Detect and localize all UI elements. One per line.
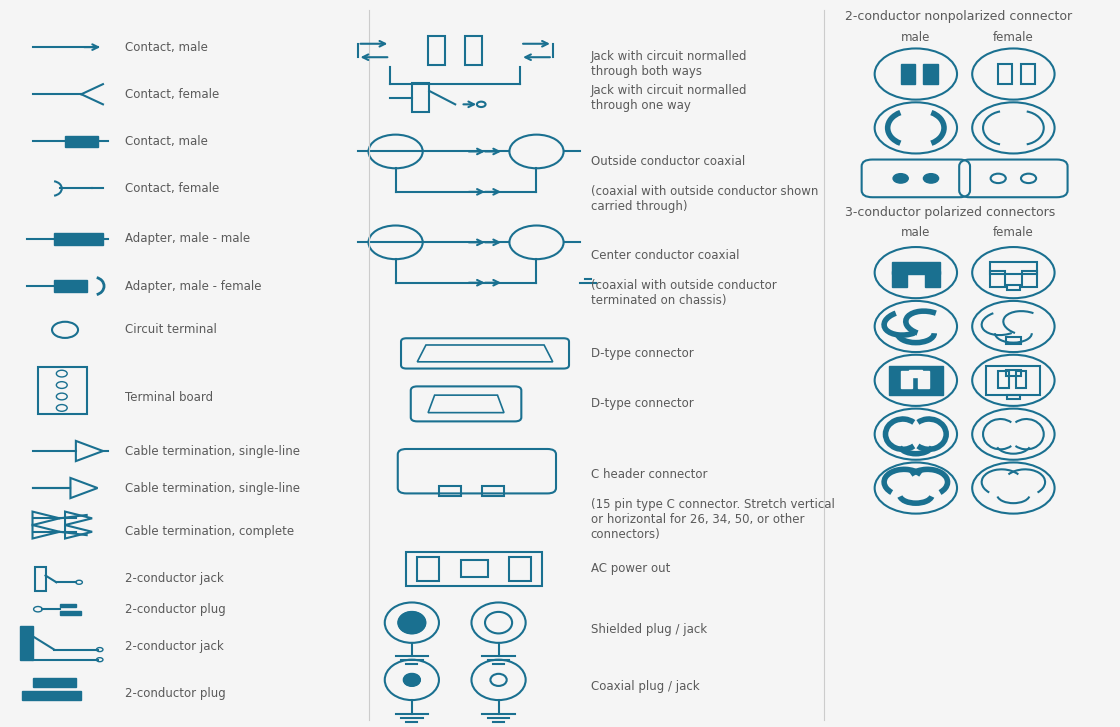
Text: 2-conductor jack: 2-conductor jack	[124, 572, 223, 585]
Bar	[439, 486, 460, 496]
Bar	[460, 560, 487, 577]
Text: 2-conductor plug: 2-conductor plug	[124, 603, 225, 616]
Bar	[19, 626, 32, 659]
Bar	[892, 271, 907, 287]
Ellipse shape	[403, 674, 420, 686]
Bar	[990, 271, 1005, 287]
Text: D-type connector: D-type connector	[590, 398, 693, 410]
Text: Center conductor coaxial

(coaxial with outside conductor
terminated on chassis): Center conductor coaxial (coaxial with o…	[590, 249, 776, 307]
Ellipse shape	[399, 612, 426, 633]
Bar	[54, 233, 103, 245]
Bar	[59, 611, 82, 614]
Bar	[38, 367, 86, 414]
Text: Cable termination, single-line: Cable termination, single-line	[124, 481, 300, 494]
Bar	[1006, 370, 1021, 376]
Text: 2-conductor jack: 2-conductor jack	[124, 640, 223, 653]
Bar	[987, 366, 1040, 395]
Text: Adapter, male - female: Adapter, male - female	[124, 280, 261, 292]
Text: 3-conductor polarized connectors: 3-conductor polarized connectors	[846, 206, 1056, 219]
Circle shape	[923, 174, 939, 183]
Text: Contact, female: Contact, female	[124, 182, 218, 195]
Text: Adapter, male - male: Adapter, male - male	[124, 233, 250, 246]
Text: 2-conductor nonpolarized connector: 2-conductor nonpolarized connector	[846, 10, 1073, 23]
Text: Circuit terminal: Circuit terminal	[124, 324, 216, 337]
Bar	[65, 136, 97, 147]
Text: Cable termination, complete: Cable termination, complete	[124, 526, 293, 538]
Bar	[32, 678, 76, 686]
Text: Contact, male: Contact, male	[124, 135, 207, 148]
Bar	[59, 604, 76, 607]
Bar	[54, 280, 86, 292]
Bar	[998, 371, 1009, 388]
Text: AC power out: AC power out	[590, 562, 670, 575]
Bar	[465, 36, 483, 65]
Text: Contact, female: Contact, female	[124, 88, 218, 101]
Text: male: male	[902, 31, 931, 44]
Bar	[407, 552, 542, 586]
Bar	[21, 691, 82, 700]
Bar	[1023, 271, 1037, 287]
Bar	[510, 557, 531, 581]
Text: Terminal board: Terminal board	[124, 390, 213, 403]
Text: Cable termination, single-line: Cable termination, single-line	[124, 444, 300, 457]
Bar	[412, 83, 429, 113]
Text: Jack with circuit normalled
through both ways: Jack with circuit normalled through both…	[590, 50, 747, 79]
Bar	[900, 64, 915, 84]
Text: female: female	[993, 31, 1034, 44]
Text: C header connector

(15 pin type C connector. Stretch vertical
or horizontal for: C header connector (15 pin type C connec…	[590, 468, 834, 541]
Bar	[35, 568, 46, 591]
Bar	[924, 271, 940, 287]
Bar	[923, 64, 937, 84]
Text: Shielded plug / jack: Shielded plug / jack	[590, 623, 707, 636]
Text: Contact, male: Contact, male	[124, 41, 207, 54]
Text: 2-conductor plug: 2-conductor plug	[124, 687, 225, 700]
Bar	[918, 371, 928, 388]
Bar	[892, 262, 940, 274]
Text: Jack with circuit normalled
through one way: Jack with circuit normalled through one …	[590, 84, 747, 112]
Text: Outside conductor coaxial

(coaxial with outside conductor shown
carried through: Outside conductor coaxial (coaxial with …	[590, 155, 818, 213]
Bar	[889, 366, 943, 395]
Text: female: female	[993, 226, 1034, 238]
Bar	[1016, 371, 1026, 388]
Text: male: male	[902, 226, 931, 238]
Bar	[998, 64, 1012, 84]
Bar	[418, 557, 439, 581]
Bar	[1006, 337, 1021, 344]
Bar	[1007, 285, 1020, 290]
Text: Coaxial plug / jack: Coaxial plug / jack	[590, 680, 699, 693]
Bar	[483, 486, 504, 496]
Bar	[1007, 395, 1020, 399]
Bar	[900, 371, 912, 388]
Bar	[428, 36, 446, 65]
Bar	[1021, 64, 1035, 84]
Text: D-type connector: D-type connector	[590, 347, 693, 360]
Circle shape	[893, 174, 908, 183]
Bar	[990, 262, 1037, 274]
Bar	[909, 370, 923, 377]
